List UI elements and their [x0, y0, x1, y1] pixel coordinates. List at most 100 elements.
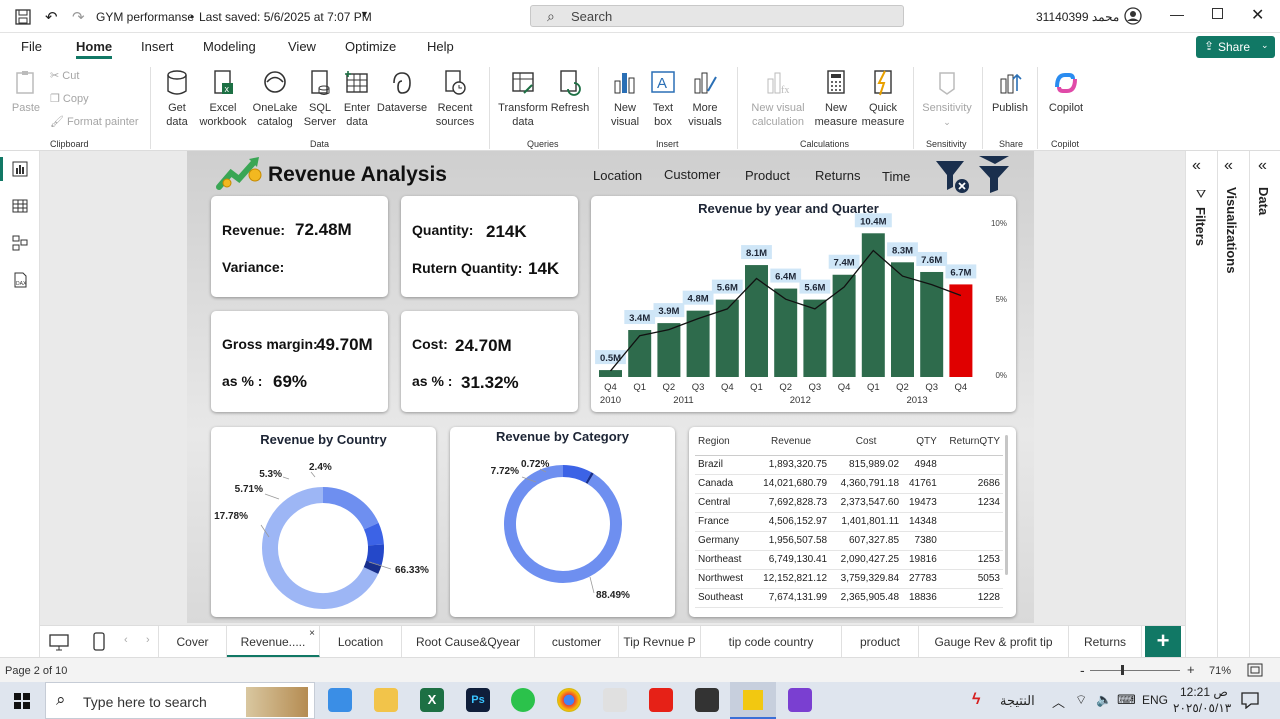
whatsapp-icon[interactable]	[511, 688, 535, 712]
undo-icon[interactable]: ↶	[45, 9, 58, 26]
close-tab-icon[interactable]: ×	[309, 628, 315, 639]
report-view-icon[interactable]	[12, 161, 28, 177]
visual-studio-icon[interactable]	[788, 688, 812, 712]
clear-filter-icon[interactable]	[935, 159, 971, 195]
zoom-slider[interactable]	[1090, 670, 1180, 671]
sql-server-button[interactable]: SQL Server	[302, 69, 338, 129]
column-header[interactable]: Region	[695, 429, 752, 456]
save-icon[interactable]	[15, 9, 31, 25]
desktop-layout-icon[interactable]	[48, 632, 70, 652]
refresh-button[interactable]: Refresh	[550, 69, 590, 115]
language-indicator[interactable]: ENG	[1142, 693, 1169, 707]
tab-modeling[interactable]: Modeling	[203, 39, 256, 54]
publish-button[interactable]: Publish	[989, 69, 1031, 115]
tab-help[interactable]: Help	[427, 39, 454, 54]
page-tab-revenue[interactable]: Revenue..... ×	[227, 626, 320, 658]
tab-optimize[interactable]: Optimize	[345, 39, 397, 54]
photoshop-icon[interactable]: Ps	[466, 688, 490, 712]
transform-data-button[interactable]: Transform data	[497, 69, 549, 129]
nav-returns[interactable]: Returns	[815, 168, 861, 183]
revenue-by-country-chart[interactable]: 66.33% 17.78% 5.71% 5.3% 2.4%	[211, 427, 436, 617]
page-tab-gauge[interactable]: Gauge Rev & profit tip	[919, 626, 1069, 658]
table-row[interactable]: Brazil 1,893,320.75 815,989.02 4948	[695, 455, 1003, 475]
search-box[interactable]: ⌕ Search	[530, 5, 904, 27]
minimize-icon[interactable]: —	[1170, 6, 1184, 22]
get-data-button[interactable]: Get data	[158, 69, 196, 129]
copy-button[interactable]: ❐ Copy	[50, 92, 89, 106]
format-painter-button[interactable]: 🖌 Format painter	[50, 115, 139, 129]
sensitivity-button[interactable]: Sensitivity ⌄	[920, 69, 974, 129]
mobile-layout-icon[interactable]	[92, 631, 106, 653]
table-view-icon[interactable]	[12, 198, 28, 214]
page-tab-tip-revenue[interactable]: Tip Revnue P	[619, 626, 701, 658]
weather-text[interactable]: النتيجة	[1000, 693, 1035, 708]
zoom-in-button[interactable]: +	[1187, 662, 1195, 677]
app-icon[interactable]	[695, 688, 719, 712]
taskbar-search-box[interactable]: ⌕ Type here to search	[45, 682, 315, 719]
page-tab-customer[interactable]: customer	[535, 626, 619, 658]
column-header[interactable]: Cost	[830, 429, 903, 456]
notifications-icon[interactable]	[1241, 692, 1259, 709]
nav-location[interactable]: Location	[593, 168, 643, 183]
new-measure-button[interactable]: New measure	[813, 69, 859, 129]
column-header[interactable]: QTY	[902, 429, 940, 456]
add-page-button[interactable]: +	[1145, 626, 1181, 657]
onelake-button[interactable]: OneLake catalog	[250, 69, 300, 129]
page-tab-cover[interactable]: Cover	[158, 626, 227, 658]
weather-icon[interactable]: ϟ	[972, 691, 981, 708]
file-explorer-icon[interactable]	[374, 688, 398, 712]
filter-pane-icon[interactable]	[978, 154, 1012, 194]
tab-insert[interactable]: Insert	[141, 39, 174, 54]
page-tab-location[interactable]: Location	[320, 626, 402, 658]
network-icon[interactable]: ⌔	[1075, 692, 1088, 707]
table-row[interactable]: Northwest 12,152,821.12 3,759,329.84 27783 5…	[695, 569, 1003, 589]
cut-button[interactable]: ✂ Cut	[50, 69, 79, 83]
table-row[interactable]: Central 7,692,828.73 2,373,547.60 19473 1234	[695, 493, 1003, 513]
fit-to-page-icon[interactable]	[1247, 663, 1263, 677]
share-button[interactable]: ⇪ Share ⌄	[1196, 36, 1275, 58]
windows-start-icon[interactable]	[14, 693, 30, 709]
page-tab-returns[interactable]: Returns	[1069, 626, 1142, 658]
text-box-button[interactable]: A Text box	[646, 69, 680, 129]
nav-product[interactable]: Product	[745, 168, 790, 183]
tab-home[interactable]: Home	[76, 39, 113, 59]
zoom-slider-thumb[interactable]	[1121, 665, 1124, 675]
zoom-out-button[interactable]: -	[1080, 662, 1085, 678]
microsoft-store-icon[interactable]	[328, 688, 352, 712]
new-visual-button[interactable]: New visual	[606, 69, 644, 129]
power-bi-taskbar-button[interactable]	[730, 682, 776, 719]
clock-date[interactable]: ٢٠٢٥/٠٥/١٣	[1173, 701, 1232, 715]
table-scrollbar[interactable]	[1005, 435, 1008, 575]
tray-chevron-icon[interactable]: ︿	[1052, 695, 1066, 710]
filters-pane-label[interactable]: Filters	[1193, 207, 1208, 247]
column-header[interactable]: ReturnQTY	[939, 429, 1003, 456]
table-row[interactable]: Germany 1,956,507.58 607,327.85 7380	[695, 531, 1003, 551]
quick-measure-button[interactable]: Quick measure	[860, 69, 906, 129]
visualizations-pane-label[interactable]: Visualizations	[1224, 187, 1239, 274]
excel-app-icon[interactable]: X	[420, 688, 444, 712]
tab-view[interactable]: View	[288, 39, 316, 54]
clock-time[interactable]: 12:21 ص	[1180, 685, 1228, 699]
redo-icon[interactable]: ↷	[72, 9, 85, 26]
collapse-filters-icon[interactable]: «	[1192, 157, 1201, 174]
collapse-data-icon[interactable]: «	[1258, 157, 1267, 174]
page-tab-tip-code-country[interactable]: tip code country	[701, 626, 842, 658]
scroll-tabs-left-icon[interactable]: ‹	[124, 634, 128, 646]
data-pane-label[interactable]: Data	[1256, 187, 1271, 216]
figma-icon[interactable]	[603, 688, 627, 712]
revenue-by-quarter-chart[interactable]: 0.5M Q4 3.4M Q1 3.9M Q2 4.8M Q3 5.6M Q4 8.1M Q1 6.4M…	[591, 196, 1016, 412]
table-row[interactable]: Southeast 7,674,131.99 2,365,905.48 18836 12…	[695, 588, 1003, 608]
paste-button[interactable]: Paste	[8, 69, 44, 115]
enter-data-button[interactable]: Enter data	[340, 69, 374, 129]
chrome-icon[interactable]	[557, 688, 581, 712]
volume-icon[interactable]: 🔈	[1096, 692, 1113, 707]
maximize-icon[interactable]	[1212, 8, 1223, 19]
table-row[interactable]: Canada 14,021,680.79 4,360,791.18 41761 2686	[695, 474, 1003, 494]
title-chevron-down-icon[interactable]: ▼	[360, 9, 369, 19]
collapse-visualizations-icon[interactable]: «	[1224, 157, 1233, 174]
column-header[interactable]: Revenue	[752, 429, 831, 456]
dax-query-view-icon[interactable]: DAX	[12, 272, 28, 288]
youtube-icon[interactable]	[649, 688, 673, 712]
new-visual-calculation-button[interactable]: fx New visual calculation	[743, 69, 813, 129]
page-tab-product[interactable]: product	[842, 626, 919, 658]
